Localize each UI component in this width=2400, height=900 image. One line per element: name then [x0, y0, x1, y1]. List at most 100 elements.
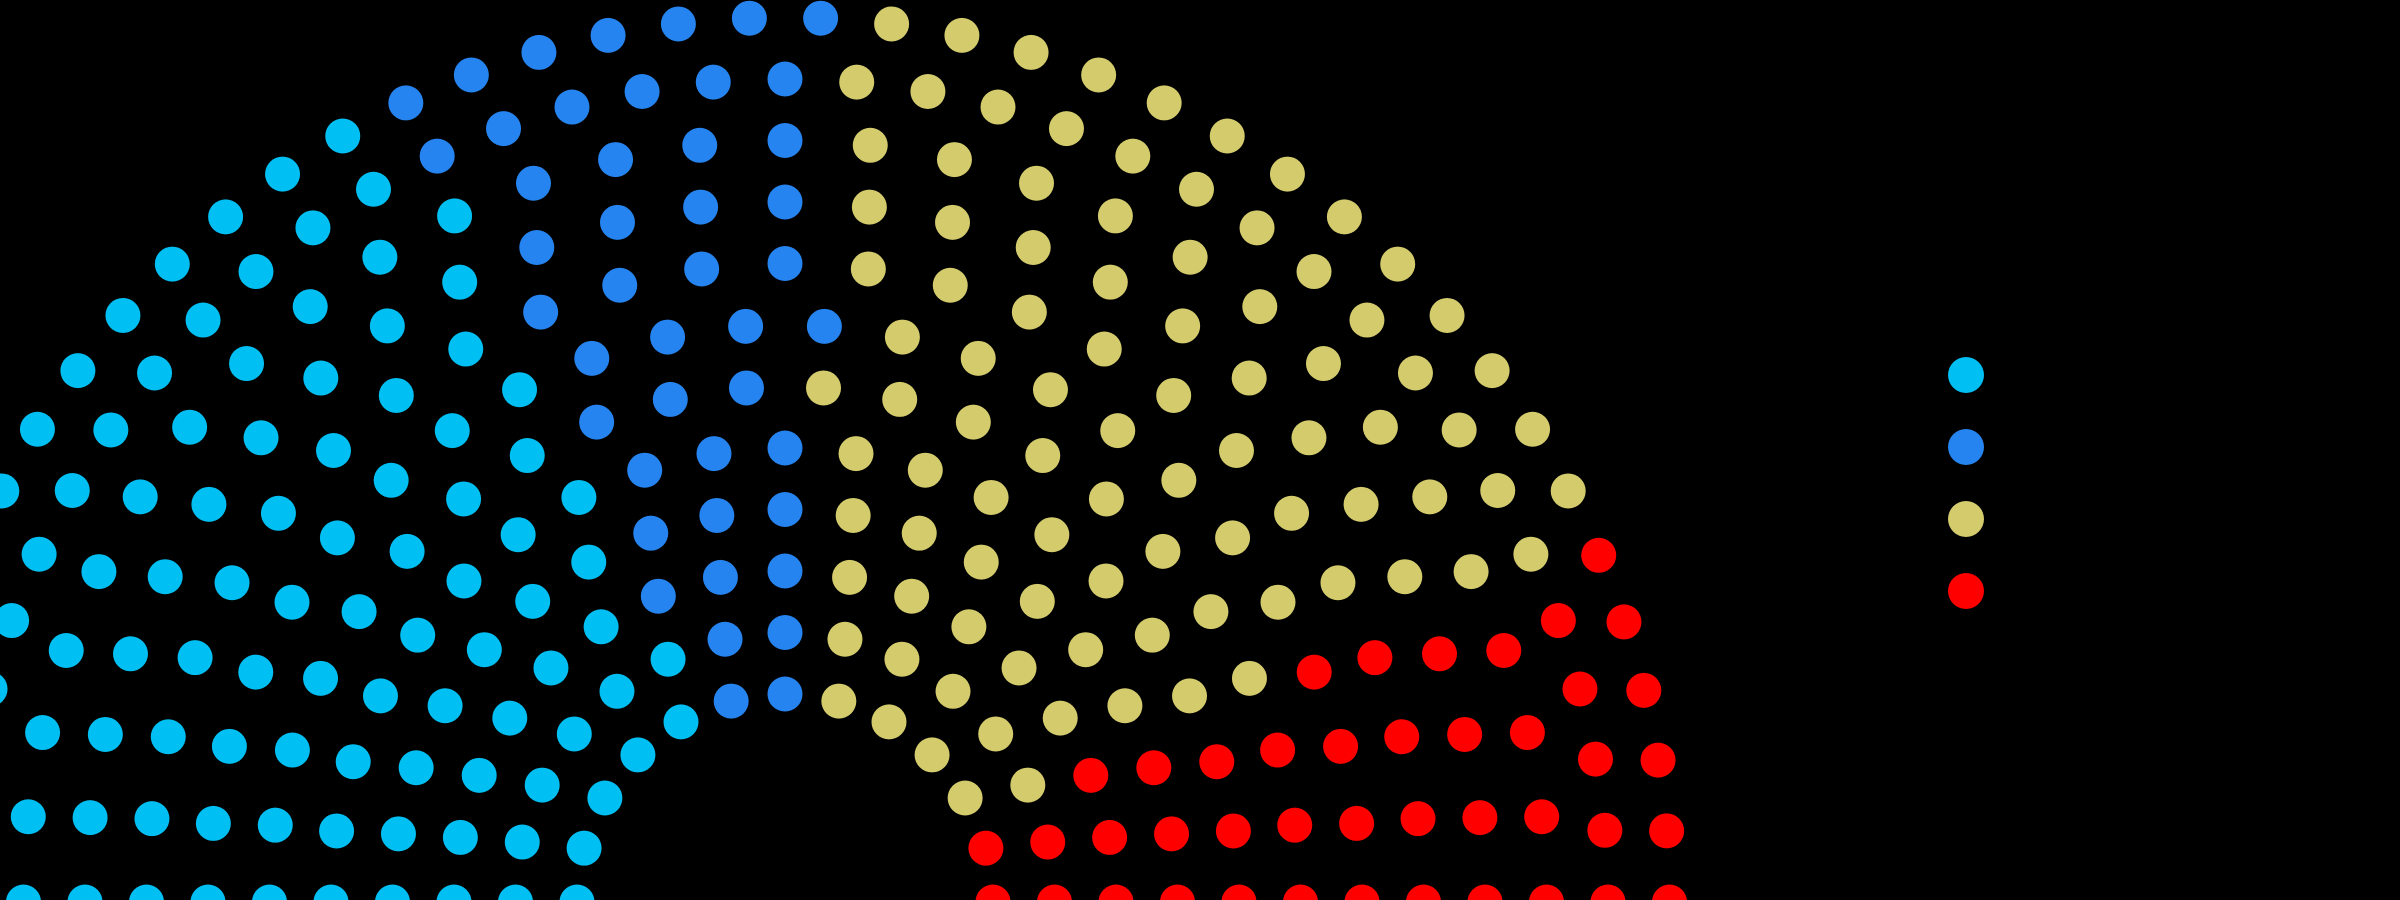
seat-dot	[556, 716, 592, 752]
seat-dot	[559, 884, 595, 900]
seat-dot	[446, 481, 482, 517]
seat-dot	[571, 544, 607, 580]
seat-dot	[129, 884, 164, 900]
seat-dot	[1221, 884, 1257, 900]
seat-dot	[652, 381, 688, 417]
seat-dot	[1362, 409, 1398, 445]
seat-dot	[1384, 719, 1420, 755]
seat-dot	[838, 436, 874, 472]
seat-dot	[806, 308, 842, 344]
seat-dot	[191, 486, 227, 522]
seat-dot	[832, 559, 868, 595]
seat-dot	[515, 583, 551, 619]
seat-dot	[980, 89, 1016, 125]
seat-dot	[1590, 884, 1626, 900]
seat-dot	[1509, 715, 1545, 751]
seat-dot	[519, 229, 555, 265]
seat-dot	[515, 165, 551, 201]
seat-dot	[1343, 486, 1379, 522]
seat-dot	[295, 210, 331, 246]
seat-dot	[1326, 199, 1362, 235]
seat-dot	[1098, 884, 1134, 900]
seat-dot	[874, 6, 910, 42]
seat-dot	[1042, 700, 1078, 736]
seat-dot	[93, 412, 129, 448]
seat-dot	[767, 430, 803, 466]
seat-dot	[356, 171, 391, 207]
seat-dot	[436, 884, 472, 900]
seat-dot	[434, 413, 470, 449]
seat-dot	[935, 204, 971, 240]
seat-dot	[1146, 85, 1182, 121]
seat-dot	[1010, 767, 1046, 803]
seat-dot	[303, 360, 339, 396]
seat-dot	[1344, 884, 1380, 900]
seat-dot	[243, 420, 279, 456]
seat-dot	[498, 884, 533, 900]
seat-dot	[1097, 198, 1133, 234]
circle-swatch-icon	[1948, 573, 1984, 609]
seat-dot	[362, 678, 398, 714]
legend-item-group-1[interactable]	[1948, 355, 1998, 395]
seat-dot	[707, 621, 743, 657]
legend-item-group-4[interactable]	[1948, 571, 1998, 611]
seat-dot	[590, 17, 626, 53]
seat-dot	[767, 676, 803, 712]
seat-dot	[442, 819, 478, 855]
seat-dot	[882, 381, 918, 417]
seat-dot	[1172, 239, 1208, 275]
seat-dot	[325, 118, 361, 154]
seat-dot	[598, 142, 634, 178]
seat-dot	[767, 246, 803, 281]
seat-dot	[313, 884, 349, 900]
seat-dot	[185, 302, 221, 338]
seat-dot	[19, 411, 55, 447]
seat-dot	[1019, 165, 1055, 201]
seat-dot	[87, 716, 123, 752]
seat-dot	[1453, 554, 1489, 590]
seat-dot	[806, 370, 842, 406]
seat-dot	[521, 34, 557, 70]
seat-dot	[190, 884, 226, 900]
seat-dot	[1587, 812, 1623, 848]
seat-dot	[398, 750, 434, 786]
seat-dot	[1412, 479, 1448, 515]
legend-item-group-2[interactable]	[1948, 427, 1998, 467]
seat-dot	[1115, 138, 1151, 174]
seat-dot	[1165, 308, 1201, 344]
seat-dot	[650, 319, 686, 355]
seat-dot	[951, 609, 987, 645]
seat-dot	[177, 640, 213, 676]
legend-item-group-3[interactable]	[1948, 499, 1998, 539]
seat-dot	[1480, 473, 1516, 508]
seat-dot	[1001, 650, 1037, 686]
seat-dot	[1154, 816, 1190, 852]
seat-dot	[1606, 604, 1642, 640]
seat-dot	[914, 737, 950, 773]
seat-dot	[699, 497, 735, 533]
seat-dot	[640, 578, 676, 614]
seat-dot	[1260, 732, 1296, 768]
seat-dot	[0, 674, 8, 704]
seat-dot	[1161, 462, 1197, 498]
seat-dot	[238, 654, 274, 690]
seat-dot	[195, 805, 231, 841]
seat-dot	[21, 536, 57, 572]
seat-dot	[1640, 742, 1676, 778]
seat-dot	[369, 308, 405, 344]
seat-dot	[453, 57, 489, 93]
seat-dot	[767, 615, 803, 650]
seat-dot	[134, 801, 170, 837]
seat-dot	[316, 433, 352, 469]
seat-dot	[684, 251, 720, 287]
seat-dot	[380, 816, 416, 852]
seat-dot	[1291, 420, 1327, 456]
seat-dot	[1100, 413, 1136, 449]
seat-dot	[461, 757, 497, 793]
seat-dot	[731, 0, 767, 36]
seat-dot	[72, 800, 108, 836]
seat-dot	[67, 884, 103, 900]
seat-dot	[1081, 57, 1117, 93]
seat-dot	[1239, 210, 1275, 246]
